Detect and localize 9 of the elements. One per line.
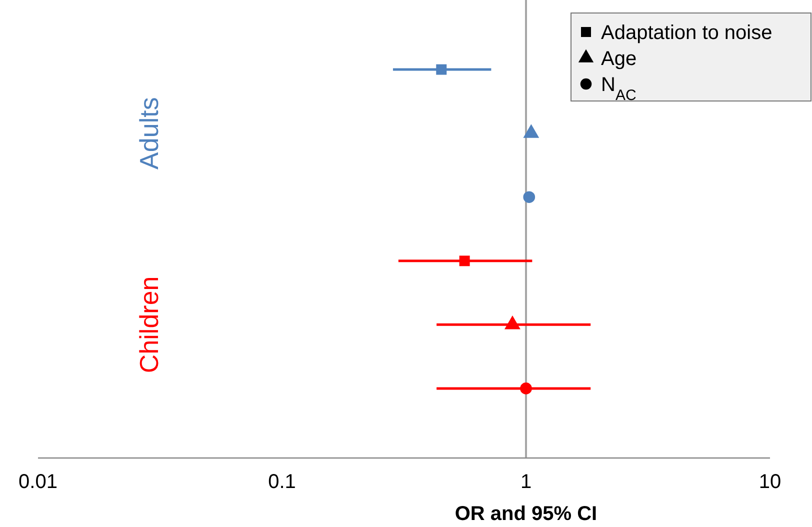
x-axis-title: OR and 95% CI [454,503,598,525]
x-tick-label: 10 [758,471,782,493]
legend: Adaptation to noise Age N$_{AC}$ [570,12,812,104]
point [459,256,470,266]
annotation: Children [134,276,164,374]
x-tick-label: 0.01 [18,471,58,493]
x-tick-label: 0.1 [268,471,296,493]
x-tick-label: 1 [520,471,532,493]
annotation: Adults [134,97,164,170]
